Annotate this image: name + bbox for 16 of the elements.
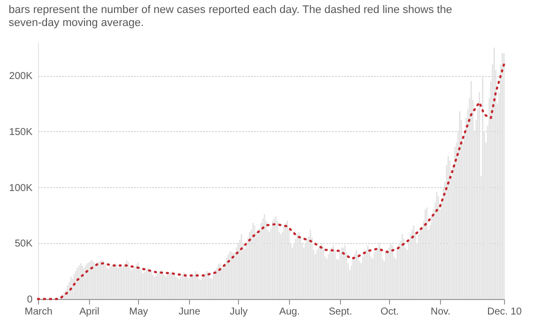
x-tick-label: Sept. [328, 306, 352, 318]
chart-title: bars represent the number of new cases reported each day. The dashed red line shows the seven-day moving average. [8, 4, 452, 29]
y-tick-label: 0 [26, 294, 33, 306]
y-tick-label: 200K [9, 71, 33, 82]
x-tick-label: Dec. 10 [487, 306, 522, 318]
x-tick-label: March [24, 306, 52, 318]
y-tick-label: 100K [9, 182, 33, 194]
x-tick-label: June [178, 306, 201, 318]
x-tick-label: April [79, 306, 100, 318]
x-tick-label: July [230, 306, 248, 318]
x-tick-label: Nov. [430, 306, 450, 318]
x-tick-label: May [129, 306, 148, 318]
y-tick-label: 50K [14, 238, 33, 250]
x-tick-label: Aug. [279, 306, 300, 318]
y-tick-label: 150K [9, 126, 33, 138]
x-tick-label: Oct. [380, 306, 399, 318]
